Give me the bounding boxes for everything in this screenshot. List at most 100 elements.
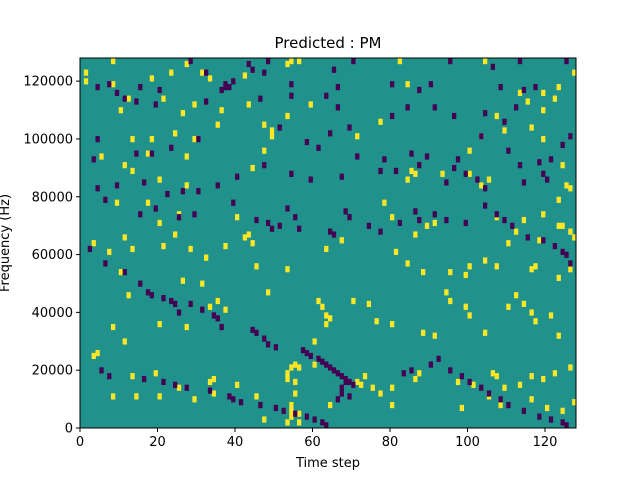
heatmap-cell-high [413, 231, 418, 238]
heatmap-cell-high [91, 352, 96, 360]
heatmap-cell-high [517, 381, 523, 388]
heatmap-cell-low [273, 344, 279, 351]
heatmap-cell-high [498, 401, 503, 409]
heatmap-cell-low [347, 393, 352, 400]
heatmap-cell-high [188, 245, 193, 253]
heatmap-cell-low [409, 150, 414, 157]
heatmap-cell-high [126, 95, 131, 102]
heatmap-cell-low [339, 173, 344, 180]
heatmap-cell-high [215, 121, 220, 128]
heatmap-cell-low [533, 84, 538, 91]
heatmap-cell-high [355, 378, 360, 386]
heatmap-cell-high [405, 176, 410, 183]
heatmap-cell-low [335, 104, 341, 111]
heatmap-cell-high [390, 214, 395, 221]
heatmap-cell-high [548, 312, 554, 319]
heatmap-cell-low [114, 182, 120, 189]
heatmap-cell-low [552, 243, 558, 250]
heatmap-cell-high [560, 407, 565, 414]
heatmap-cell-low [335, 370, 341, 377]
heatmap-cell-low [300, 347, 306, 354]
heatmap-cell-low [479, 384, 484, 391]
heatmap-cell-high [118, 107, 124, 114]
heatmap-cell-low [289, 170, 294, 177]
heatmap-cell-high [413, 170, 418, 177]
heatmap-cell-low [459, 373, 465, 380]
heatmap-cell-high [211, 375, 217, 383]
heatmap-cell-low [405, 104, 410, 111]
heatmap-cell-low [262, 69, 267, 76]
heatmap-cell-low [211, 312, 217, 319]
heatmap-cell-high [525, 98, 530, 105]
heatmap-cell-high [200, 69, 205, 76]
heatmap-cell-low [308, 352, 313, 360]
heatmap-cell-high [219, 107, 224, 114]
heatmap-cell-high [111, 58, 116, 65]
heatmap-cell-low [266, 58, 271, 65]
heatmap-cell-low [215, 182, 220, 189]
heatmap-cell-low [103, 260, 108, 267]
heatmap-cell-low [331, 66, 337, 73]
heatmap-cell-low [277, 124, 282, 131]
heatmap-cell-low [432, 211, 437, 218]
heatmap-cell-high [355, 133, 360, 140]
heatmap-cell-high [211, 390, 217, 397]
heatmap-cell-high [339, 237, 344, 244]
heatmap-cell-low [548, 416, 554, 423]
heatmap-cell-low [297, 225, 302, 232]
heatmap-cell-high [378, 118, 383, 125]
heatmap-cell-high [424, 222, 430, 229]
heatmap-cell-low [335, 396, 341, 403]
heatmap-cell-high [250, 240, 255, 247]
heatmap-cell-high [289, 407, 294, 414]
x-tick-label: 20 [149, 435, 166, 450]
heatmap-cell-low [568, 133, 573, 140]
x-axis: 0 20 40 60 80 100 120 [76, 428, 557, 450]
heatmap-cell-low [390, 112, 395, 120]
heatmap-cell-low [444, 216, 449, 224]
heatmap-cell-low [339, 373, 344, 380]
heatmap-cell-high [556, 84, 561, 91]
heatmap-cell-high [533, 318, 538, 325]
heatmap-cell-high [552, 95, 558, 102]
heatmap-cell-high [521, 216, 527, 224]
heatmap-cell-high [107, 248, 112, 255]
heatmap-cell-low [122, 95, 127, 102]
heatmap-cell-low [560, 419, 565, 426]
heatmap-cell-low [568, 260, 573, 267]
heatmap-cell-low [486, 390, 492, 397]
heatmap-cell-high [173, 130, 178, 137]
heatmap-cell-low [176, 309, 182, 316]
heatmap-cell-high [153, 370, 158, 377]
heatmap-cell-high [293, 378, 298, 386]
heatmap-cell-low [258, 95, 263, 102]
heatmap-cell-high [126, 292, 131, 299]
heatmap-cell-high [552, 370, 558, 377]
heatmap-cell-high [83, 69, 89, 76]
heatmap-cell-high [192, 396, 197, 403]
heatmap-cell-low [502, 118, 507, 125]
heatmap-cell-high [328, 315, 333, 322]
heatmap-cell-low [479, 133, 484, 140]
heatmap-cell-high [568, 228, 573, 235]
heatmap-cell-high [467, 312, 472, 319]
heatmap-cell-low [560, 248, 565, 255]
heatmap-cell-high [269, 133, 275, 140]
heatmap-cell-high [246, 101, 251, 108]
y-axis-label: Frequency (Hz) [0, 194, 13, 292]
heatmap-cell-low [521, 407, 527, 414]
heatmap-cell-high [514, 228, 519, 235]
heatmap-cell-high [541, 107, 546, 114]
y-tick-label: 0 [65, 422, 73, 437]
heatmap-cell-high [285, 375, 290, 383]
heatmap-cell-high [545, 404, 550, 412]
heatmap-cell-high [223, 306, 228, 313]
heatmap-cell-low [324, 92, 329, 99]
heatmap-cell-low [266, 341, 271, 348]
heatmap-cell-high [502, 127, 507, 134]
heatmap-cell-low [231, 396, 236, 403]
heatmap-cell-low [564, 422, 569, 429]
heatmap-cell-low [281, 407, 286, 414]
heatmap-cell-low [537, 413, 542, 420]
heatmap-cell-high [533, 263, 538, 270]
